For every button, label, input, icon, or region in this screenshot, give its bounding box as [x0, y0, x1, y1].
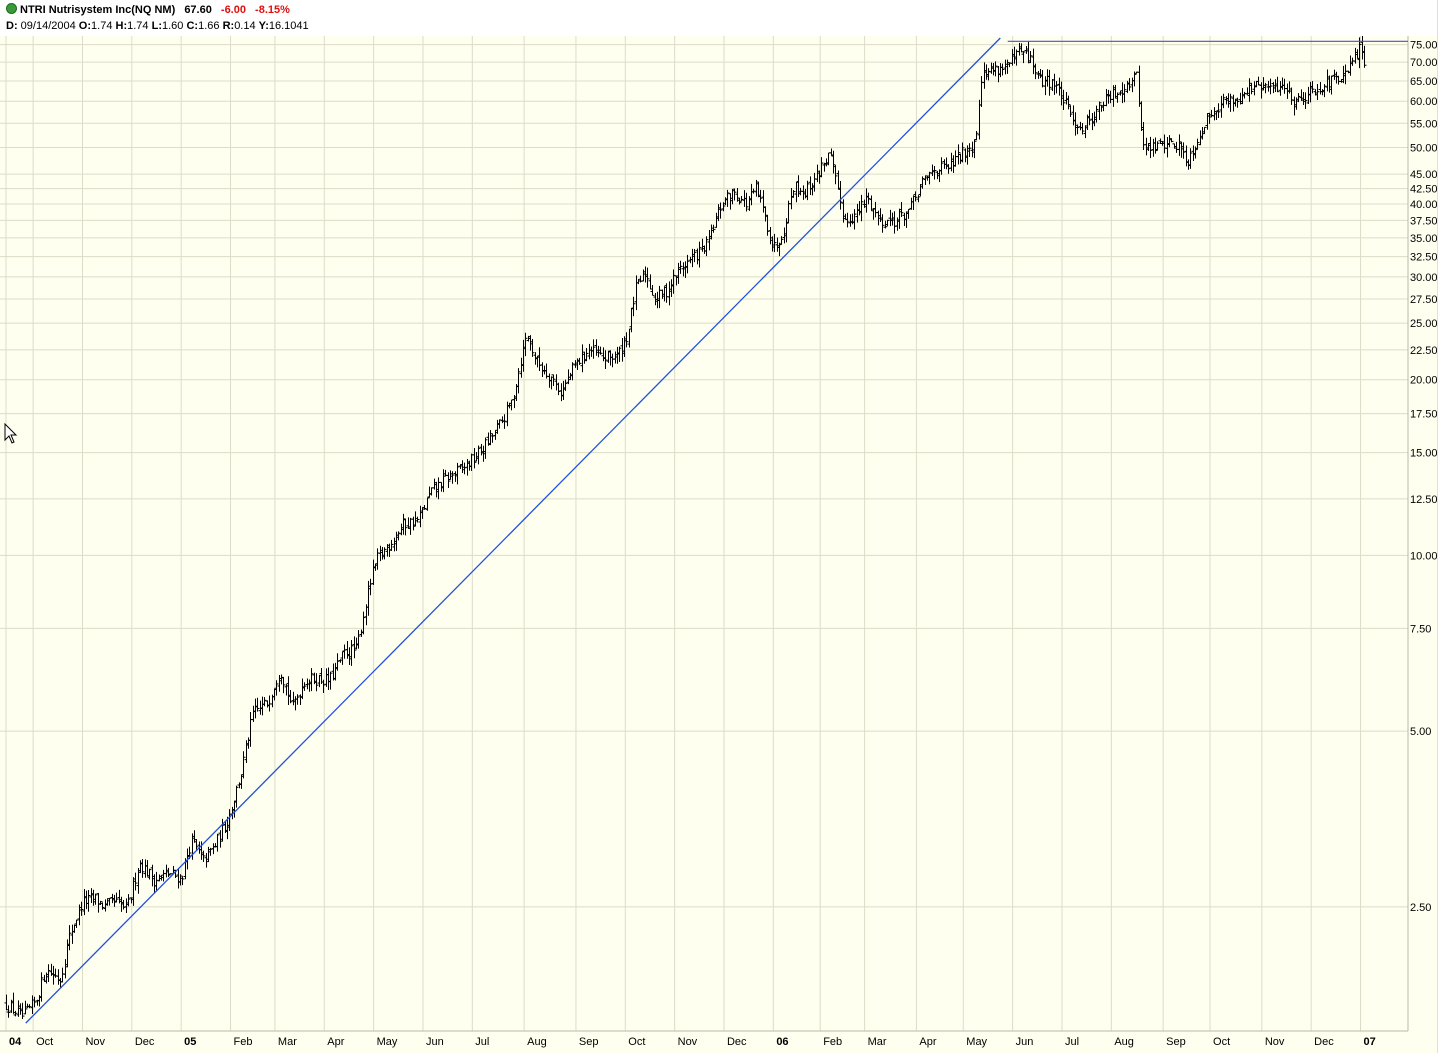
range-label: R: — [222, 20, 235, 32]
x-tick-label: Aug — [527, 1036, 547, 1048]
price-chart[interactable]: 75.00 70.00 65.00 60.00 55.00 50.00 45.00 42.50… — [0, 36, 1437, 1053]
grid — [0, 36, 1409, 1032]
ohlc-readout: D: 09/14/2004 O:1.74 H:1.74 L:1.60 C:1.6… — [6, 20, 309, 32]
x-tick-label: May — [377, 1036, 398, 1048]
last-price: 67.60 — [184, 4, 212, 16]
x-tick-label: Jun — [1016, 1036, 1034, 1048]
y-value: 16.1041 — [268, 20, 309, 32]
x-tick-label: Dec — [135, 1036, 155, 1048]
x-tick-label: Jul — [475, 1036, 489, 1048]
high-value: 1.74 — [127, 20, 149, 32]
y-tick-label: 25.00 — [1410, 318, 1437, 330]
y-tick-label: 2.50 — [1410, 902, 1431, 914]
y-tick-label: 75.00 — [1410, 40, 1437, 52]
low-value: 1.60 — [162, 20, 184, 32]
symbol-row: NTRI Nutrisystem Inc(NQ NM) 67.60 -6.00 … — [6, 3, 290, 16]
x-tick-label: Aug — [1114, 1036, 1134, 1048]
y-tick-label: 50.00 — [1410, 142, 1437, 154]
y-tick-label: 7.50 — [1410, 623, 1431, 635]
y-tick-label: 70.00 — [1410, 57, 1437, 69]
low-label: L: — [151, 20, 162, 32]
y-tick-label: 45.00 — [1410, 169, 1437, 181]
x-tick-label: Feb — [823, 1036, 842, 1048]
y-tick-label: 22.50 — [1410, 345, 1437, 357]
price-change: -6.00 — [220, 4, 246, 16]
y-tick-label: 10.00 — [1410, 550, 1437, 562]
y-label: Y: — [258, 20, 269, 32]
x-tick-label: Oct — [1213, 1036, 1230, 1048]
y-tick-label: 65.00 — [1410, 76, 1437, 88]
y-tick-label: 15.00 — [1410, 448, 1437, 460]
plot-background — [0, 36, 1408, 1031]
y-tick-label: 60.00 — [1410, 96, 1437, 108]
y-tick-label: 5.00 — [1410, 726, 1431, 738]
x-tick-label: Nov — [678, 1036, 698, 1048]
y-tick-label: 30.00 — [1410, 272, 1437, 284]
price-bars — [4, 36, 1367, 1020]
status-dot-icon — [6, 3, 17, 14]
x-tick-label: May — [966, 1036, 987, 1048]
y-tick-label: 40.00 — [1410, 199, 1437, 211]
high-label: H: — [115, 20, 128, 32]
x-tick-label: Oct — [36, 1036, 53, 1048]
x-tick-label: Oct — [628, 1036, 645, 1048]
mouse-pointer-icon — [4, 423, 18, 444]
trendline — [25, 37, 1001, 1024]
range-value: 0.14 — [234, 20, 256, 32]
y-axis: 75.00 70.00 65.00 60.00 55.00 50.00 45.00 42.50… — [1410, 40, 1437, 914]
y-tick-label: 55.00 — [1410, 118, 1437, 130]
date-value: 09/14/2004 — [20, 20, 76, 32]
y-tick-label: 12.50 — [1410, 494, 1437, 506]
x-tick-label: Dec — [727, 1036, 747, 1048]
x-tick-label: Mar — [278, 1036, 297, 1048]
x-tick-label: 06 — [776, 1036, 788, 1048]
x-tick-label: Apr — [327, 1036, 344, 1048]
x-axis: 04 Oct Nov Dec 05 Feb Mar Apr May Jun Jul Aug Sep Oct… — [9, 1036, 1376, 1048]
x-tick-label: Sep — [579, 1036, 599, 1048]
x-tick-label: Dec — [1314, 1036, 1334, 1048]
y-tick-label: 42.50 — [1410, 184, 1437, 196]
x-tick-label: 07 — [1364, 1036, 1376, 1048]
x-tick-label: Mar — [868, 1036, 887, 1048]
x-tick-label: Sep — [1166, 1036, 1186, 1048]
x-tick-label: 04 — [9, 1036, 22, 1048]
price-change-pct: -8.15% — [255, 4, 290, 16]
y-tick-label: 32.50 — [1410, 252, 1437, 264]
chart-header: NTRI Nutrisystem Inc(NQ NM) 67.60 -6.00 … — [0, 0, 1445, 36]
right-axis-background — [1408, 36, 1437, 1031]
y-tick-label: 17.50 — [1410, 409, 1437, 421]
x-tick-label: Jun — [426, 1036, 444, 1048]
vertical-scrollbar[interactable] — [1437, 0, 1445, 1053]
y-tick-label: 27.50 — [1410, 294, 1437, 306]
y-tick-label: 35.00 — [1410, 233, 1437, 245]
open-label: O: — [78, 20, 92, 32]
x-tick-label: Feb — [234, 1036, 253, 1048]
bottom-axis-background — [0, 1031, 1437, 1053]
x-tick-label: Apr — [919, 1036, 936, 1048]
x-tick-label: Nov — [1265, 1036, 1285, 1048]
x-tick-label: Nov — [85, 1036, 105, 1048]
open-value: 1.74 — [91, 20, 113, 32]
close-value: 1.66 — [198, 20, 220, 32]
x-tick-label: Jul — [1065, 1036, 1079, 1048]
date-label: D: — [6, 20, 18, 32]
x-tick-label: 05 — [184, 1036, 196, 1048]
y-tick-label: 20.00 — [1410, 375, 1437, 387]
symbol-name: NTRI Nutrisystem Inc(NQ NM) — [20, 4, 176, 16]
drawn-lines[interactable] — [25, 37, 1408, 1024]
close-label: C: — [186, 20, 199, 32]
y-tick-label: 37.50 — [1410, 215, 1437, 227]
